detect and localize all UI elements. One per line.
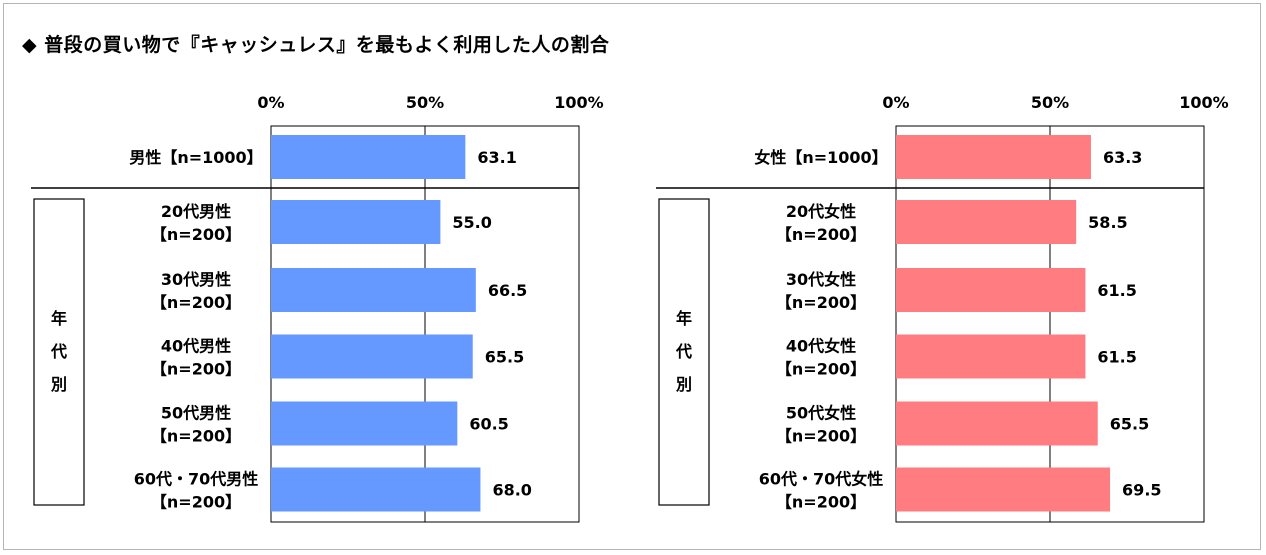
male-bar: [271, 135, 466, 179]
male-category-label: 【n=200】: [151, 225, 241, 244]
male-group-label: 年: [51, 309, 67, 328]
female-bar: [896, 268, 1086, 312]
male-category-label: 【n=200】: [151, 293, 241, 312]
female-category-label: 20代女性: [786, 202, 856, 221]
female-value-label: 63.3: [1103, 148, 1142, 167]
male-group-label: 別: [51, 375, 67, 394]
male-category-label: 【n=200】: [151, 360, 241, 379]
female-group-label: 年: [676, 309, 692, 328]
female-tick-label: 50%: [1031, 93, 1069, 112]
female-category-label: 女性【n=1000】: [754, 148, 887, 167]
male-tick-label: 100%: [554, 93, 603, 112]
male-bar: [271, 200, 441, 244]
female-tick-label: 0%: [882, 93, 909, 112]
female-category-label: 【n=200】: [776, 427, 866, 446]
female-bar: [896, 334, 1086, 379]
male-value-label: 68.0: [492, 481, 531, 500]
male-value-label: 60.5: [469, 415, 508, 434]
male-bar: [271, 467, 481, 512]
male-category-label: 50代男性: [161, 404, 231, 423]
female-bar: [896, 401, 1098, 446]
male-category-label: 30代男性: [161, 270, 231, 289]
female-category-label: 30代女性: [786, 270, 856, 289]
chart-frame: [3, 3, 1261, 550]
female-bar: [896, 467, 1111, 512]
female-category-label: 40代女性: [786, 337, 856, 356]
male-category-label: 20代男性: [161, 202, 231, 221]
male-bar: [271, 401, 458, 446]
male-group-label: 代: [50, 342, 67, 361]
male-category-label: 60代・70代男性: [134, 470, 259, 489]
male-value-label: 55.0: [452, 213, 491, 232]
female-category-label: 【n=200】: [776, 293, 866, 312]
male-tick-label: 0%: [257, 93, 284, 112]
male-category-label: 【n=200】: [151, 493, 241, 512]
chart-male: 0% 50% 100% 年代別 63.1 男性【n=1000】 55.0 20代男性【n=20…: [31, 93, 604, 523]
male-category-label: 【n=200】: [151, 427, 241, 446]
female-category-label: 60代・70代女性: [759, 470, 884, 489]
female-category-label: 【n=200】: [776, 493, 866, 512]
female-tick-label: 100%: [1179, 93, 1228, 112]
male-bar: [271, 334, 473, 379]
female-group-box: [658, 198, 710, 506]
female-bar: [896, 135, 1091, 179]
male-category-label: 男性【n=1000】: [129, 148, 262, 167]
female-category-label: 【n=200】: [776, 225, 866, 244]
male-group-box: [33, 198, 85, 506]
male-value-label: 66.5: [488, 281, 527, 300]
female-category-label: 【n=200】: [776, 360, 866, 379]
female-value-label: 61.5: [1097, 281, 1136, 300]
chart-title: ◆ 普段の買い物で『キャッシュレス』を最もよく利用した人の割合: [22, 34, 610, 56]
male-tick-label: 50%: [406, 93, 444, 112]
male-bar: [271, 268, 476, 312]
female-value-label: 58.5: [1088, 213, 1127, 232]
female-group-label: 別: [676, 375, 692, 394]
female-bar: [896, 200, 1077, 244]
female-value-label: 61.5: [1097, 348, 1136, 367]
female-group-label: 代: [675, 342, 692, 361]
female-value-label: 69.5: [1122, 481, 1161, 500]
female-value-label: 65.5: [1110, 415, 1149, 434]
male-value-label: 65.5: [485, 348, 524, 367]
female-category-label: 50代女性: [786, 404, 856, 423]
male-category-label: 40代男性: [161, 337, 231, 356]
male-value-label: 63.1: [477, 148, 516, 167]
